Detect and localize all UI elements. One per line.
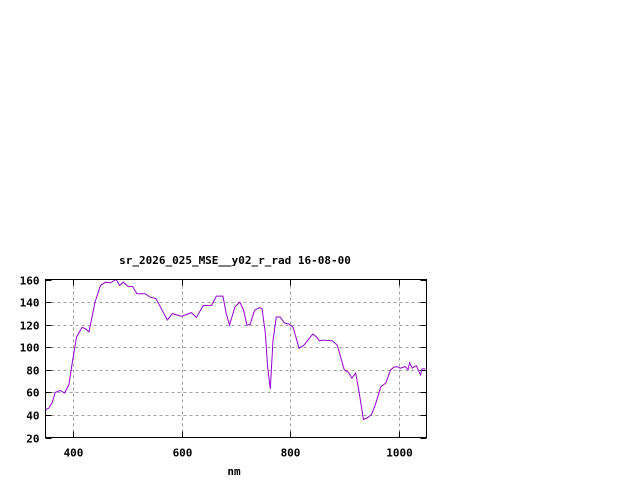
y-tick-label: 60 [26, 387, 39, 400]
y-tick-label: 160 [20, 275, 40, 288]
x-tick-label: 600 [173, 447, 193, 460]
y-tick-label: 20 [26, 433, 39, 446]
grid [45, 279, 427, 438]
y-tick-label: 100 [20, 342, 40, 355]
x-axis-label: nm [227, 465, 241, 478]
x-tick-label: 1000 [386, 447, 413, 460]
y-tick-label: 140 [20, 297, 40, 310]
y-tick-label: 40 [26, 410, 39, 423]
ticks: 20 40 60 80 100 120 140 160 400 600 800 1000 [20, 275, 427, 460]
plot-frame [45, 279, 427, 438]
y-tick-label: 80 [26, 365, 39, 378]
y-tick-label: 120 [20, 320, 40, 333]
x-tick-label: 400 [64, 447, 84, 460]
chart-title: sr_2026_025_MSE__y02_r_rad 16-08-00 [119, 254, 351, 267]
x-tick-label: 800 [281, 447, 301, 460]
series-line [45, 278, 426, 421]
